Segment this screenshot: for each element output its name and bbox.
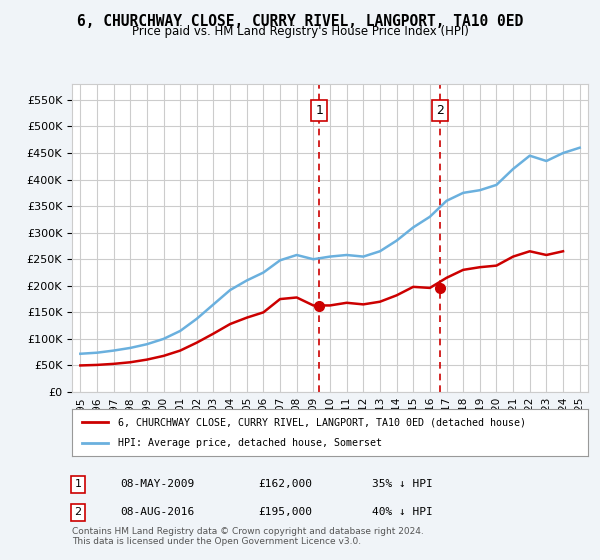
Text: 6, CHURCHWAY CLOSE, CURRY RIVEL, LANGPORT, TA10 0ED (detached house): 6, CHURCHWAY CLOSE, CURRY RIVEL, LANGPOR…: [118, 417, 526, 427]
Text: 35% ↓ HPI: 35% ↓ HPI: [372, 479, 433, 489]
Text: 08-AUG-2016: 08-AUG-2016: [120, 507, 194, 517]
Text: 08-MAY-2009: 08-MAY-2009: [120, 479, 194, 489]
Text: 6, CHURCHWAY CLOSE, CURRY RIVEL, LANGPORT, TA10 0ED: 6, CHURCHWAY CLOSE, CURRY RIVEL, LANGPOR…: [77, 14, 523, 29]
Text: HPI: Average price, detached house, Somerset: HPI: Average price, detached house, Some…: [118, 438, 382, 448]
Text: 2: 2: [436, 104, 444, 117]
Text: £162,000: £162,000: [258, 479, 312, 489]
Text: 2: 2: [74, 507, 82, 517]
Text: 1: 1: [74, 479, 82, 489]
Text: 1: 1: [315, 104, 323, 117]
Text: 40% ↓ HPI: 40% ↓ HPI: [372, 507, 433, 517]
Text: Price paid vs. HM Land Registry's House Price Index (HPI): Price paid vs. HM Land Registry's House …: [131, 25, 469, 38]
Text: Contains HM Land Registry data © Crown copyright and database right 2024.
This d: Contains HM Land Registry data © Crown c…: [72, 526, 424, 546]
Text: £195,000: £195,000: [258, 507, 312, 517]
